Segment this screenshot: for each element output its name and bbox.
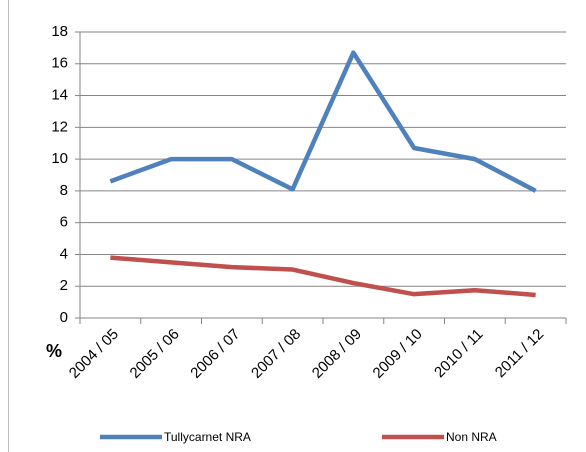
y-axis-label: % bbox=[46, 341, 62, 361]
y-tick-label: 8 bbox=[60, 182, 68, 199]
series-line bbox=[109, 50, 537, 193]
x-tick-label: 2006 / 07 bbox=[187, 326, 243, 382]
chart-frame bbox=[8, 0, 9, 452]
y-tick-label: 2 bbox=[60, 277, 68, 294]
y-tick-label: 6 bbox=[60, 214, 68, 231]
y-tick-label: 0 bbox=[60, 309, 68, 326]
y-tick-label: 4 bbox=[60, 245, 68, 262]
y-tick-label: 18 bbox=[51, 23, 68, 40]
x-tick-label: 2008 / 09 bbox=[309, 326, 365, 382]
x-tick-label: 2004 / 05 bbox=[66, 326, 122, 382]
x-tick-label: 2009 / 10 bbox=[370, 326, 426, 382]
x-tick-label: 2011 / 12 bbox=[492, 326, 547, 381]
series-line bbox=[110, 255, 536, 298]
y-tick-label: 16 bbox=[51, 55, 68, 72]
x-tick-label: 2005 / 06 bbox=[127, 326, 183, 382]
legend-label: Tullycarnet NRA bbox=[164, 430, 251, 444]
y-tick-label: 12 bbox=[51, 118, 68, 135]
x-tick-label: 2007 / 08 bbox=[248, 326, 304, 382]
y-tick-label: 10 bbox=[51, 150, 68, 167]
legend-label: Non NRA bbox=[446, 430, 497, 444]
y-tick-label: 14 bbox=[51, 87, 68, 104]
x-tick-label: 2010 / 11 bbox=[431, 326, 486, 381]
